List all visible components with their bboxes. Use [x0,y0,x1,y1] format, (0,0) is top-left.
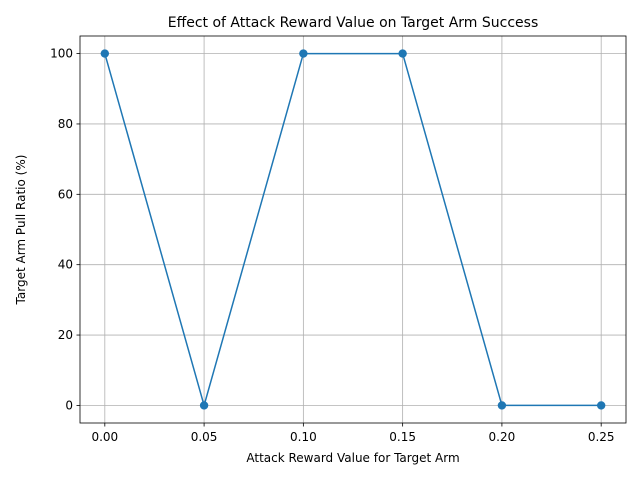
y-tick-label: 20 [58,328,73,342]
grid-layer [80,36,626,423]
x-tick-label: 0.20 [489,430,516,444]
y-tick-label: 100 [50,47,73,61]
plot-area-background [80,36,626,423]
data-point-marker [299,49,308,58]
y-tick-label: 40 [58,258,73,272]
y-tick-label: 80 [58,117,73,131]
data-point-marker [497,401,507,410]
series-line [104,52,602,407]
y-tick-label: 60 [58,187,73,201]
series-layer [100,49,606,410]
ticks-layer: 0.00 0.05 0.10 0.15 0.20 0.25 0 20 40 60 80 100 [50,47,614,444]
x-tick-label: 0.05 [191,430,218,444]
chart-title: Effect of Attack Reward Value on Target … [168,15,539,31]
y-axis-label: Target Arm Pull Ratio (%) [14,155,28,306]
x-tick-label: 0.15 [389,430,416,444]
data-point-marker [398,49,407,58]
data-point-marker [100,49,110,58]
plot-frame [79,35,627,424]
x-tick-label: 0.25 [588,430,615,444]
x-axis-label: Attack Reward Value for Target Arm [246,451,459,465]
y-tick-label: 0 [65,398,73,412]
x-tick-label: 0.10 [290,430,317,444]
data-point-marker [199,401,209,410]
data-point-marker [596,401,606,410]
x-tick-label: 0.00 [91,430,118,444]
